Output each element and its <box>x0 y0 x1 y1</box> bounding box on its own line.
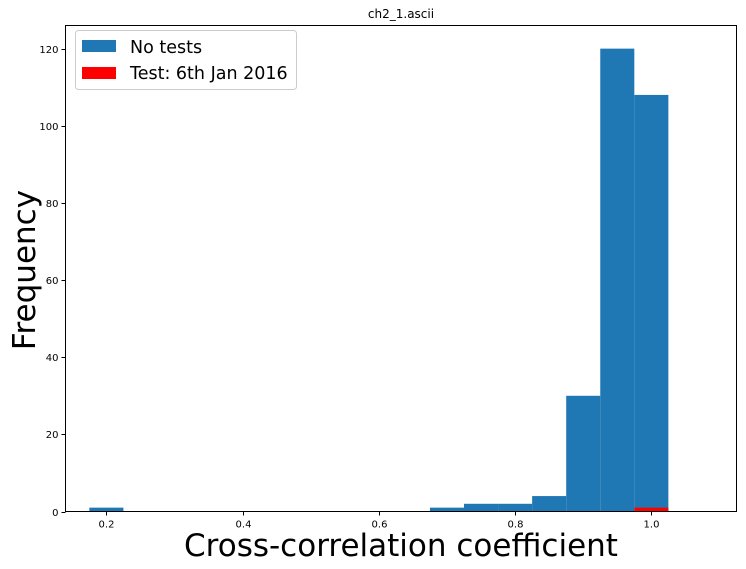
x-tick-label: 0.4 <box>236 520 252 531</box>
bar-series0-bin2 <box>464 503 499 512</box>
y-tick-label: 100 <box>39 122 58 133</box>
bar-series1-bin0 <box>634 507 669 512</box>
y-tick-label: 40 <box>46 353 59 364</box>
legend: No tests Test: 6th Jan 2016 <box>75 30 297 90</box>
bar-series0-bin0 <box>89 507 124 512</box>
plot-frame <box>65 25 737 512</box>
legend-swatch-no-tests <box>82 40 116 52</box>
bar-series0-bin7 <box>634 94 669 512</box>
y-tick-label: 0 <box>52 508 58 519</box>
bar-series0-bin3 <box>498 503 533 512</box>
chart-title: ch2_1.ascii <box>368 7 434 21</box>
y-tick-label: 20 <box>46 430 59 441</box>
bar-series0-bin4 <box>532 496 567 512</box>
legend-label-no-tests: No tests <box>130 38 202 58</box>
x-axis-ticks: 0.2 0.4 0.6 0.8 1.0 <box>99 511 660 531</box>
x-tick-label: 0.8 <box>508 520 524 531</box>
bar-series0-bin6 <box>600 48 635 512</box>
bar-series0-bin1 <box>429 507 465 512</box>
y-tick-label: 120 <box>39 45 58 56</box>
y-axis-label: Frequency <box>7 190 43 350</box>
legend-frame <box>75 30 297 90</box>
x-axis-label: Cross-correlation coefficient <box>184 528 618 564</box>
legend-swatch-test <box>82 67 116 79</box>
bars-layer <box>89 48 669 512</box>
x-tick-label: 1.0 <box>644 520 660 531</box>
bar-series0-bin5 <box>566 395 601 512</box>
y-tick-label: 60 <box>46 276 59 287</box>
x-tick-label: 0.6 <box>372 520 388 531</box>
y-axis-ticks: 0 20 40 60 80 100 120 <box>39 45 66 519</box>
legend-label-test: Test: 6th Jan 2016 <box>129 64 288 84</box>
y-tick-label: 80 <box>46 199 59 210</box>
axes-layer <box>65 25 737 512</box>
x-tick-label: 0.2 <box>99 520 115 531</box>
